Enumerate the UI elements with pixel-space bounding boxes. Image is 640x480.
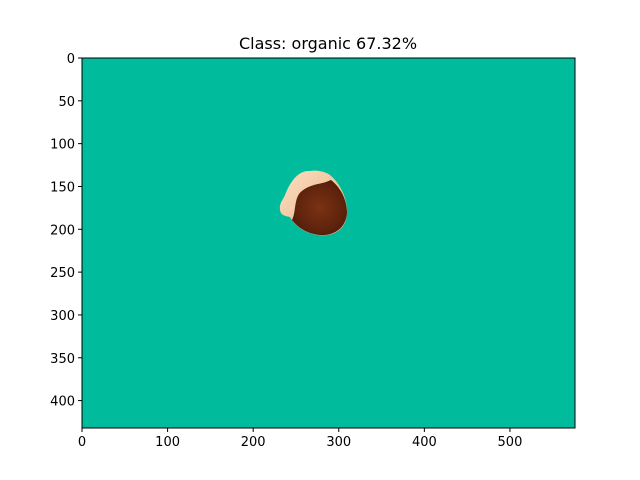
x-tick-label: 300	[326, 435, 351, 450]
x-axis: 0 100 200 300 400 500	[78, 428, 523, 450]
axes-frame	[81, 57, 576, 429]
y-tick-label: 100	[50, 138, 75, 153]
x-tick-label: 100	[155, 435, 180, 450]
y-tick-label: 400	[50, 395, 75, 410]
eggshell-inner	[292, 180, 347, 236]
x-tick-label: 400	[412, 435, 437, 450]
y-tick-label: 350	[50, 352, 75, 367]
eggshell-object	[279, 170, 348, 236]
x-tick-label: 200	[241, 435, 266, 450]
image-area	[82, 58, 575, 428]
y-tick-label: 250	[50, 266, 75, 281]
x-tick-label: 500	[498, 435, 523, 450]
y-tick-label: 50	[58, 95, 75, 110]
y-tick-label: 200	[50, 223, 75, 238]
x-tick-label: 0	[78, 435, 86, 450]
y-tick-label: 0	[67, 52, 75, 67]
chart-title: Class: organic 67.32%	[239, 34, 417, 53]
y-tick-label: 300	[50, 309, 75, 324]
y-axis: 0 50 100 150 200 250 300 350 400	[50, 52, 82, 410]
y-tick-label: 150	[50, 180, 75, 195]
